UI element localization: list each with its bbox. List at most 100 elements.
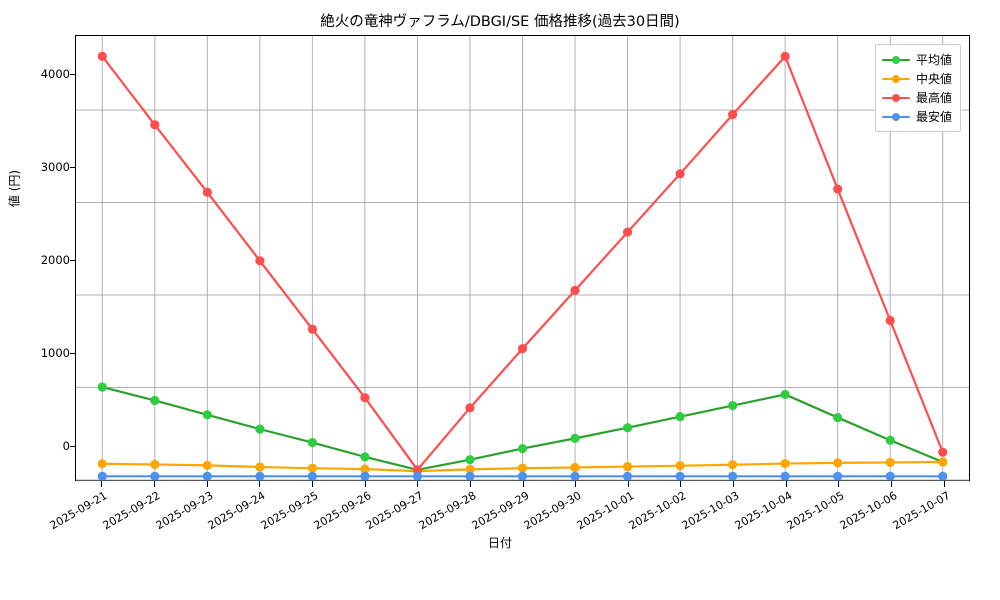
data-point — [97, 382, 107, 392]
x-tick-mark — [311, 481, 313, 487]
y-tick-label: 4000 — [40, 67, 70, 82]
data-point — [360, 452, 370, 462]
data-point — [622, 471, 633, 481]
data-point — [885, 471, 895, 481]
legend-swatch-icon — [881, 72, 910, 86]
data-point — [202, 460, 212, 470]
legend-item-3[interactable]: 最安値 — [881, 107, 952, 126]
x-tick-mark — [785, 481, 787, 487]
x-tick-mark — [259, 481, 261, 487]
data-point — [938, 471, 948, 481]
data-point — [675, 461, 685, 471]
data-point — [622, 462, 633, 472]
data-point — [728, 400, 738, 411]
y-axis-ticks: 0 1000 2000 3000 4000 — [18, 0, 76, 453]
legend-swatch-icon — [881, 53, 910, 67]
legend-label: 最高値 — [915, 91, 952, 105]
x-tick-mark — [680, 481, 682, 487]
data-point — [307, 324, 317, 334]
data-point — [517, 463, 528, 473]
data-point — [412, 465, 423, 475]
x-tick-mark — [627, 481, 629, 487]
data-point — [255, 256, 265, 266]
legend-item-0[interactable]: 平均値 — [881, 50, 952, 69]
y-tick-label: 3000 — [40, 160, 70, 175]
data-point — [412, 471, 423, 481]
data-point — [360, 471, 370, 481]
data-point — [622, 227, 633, 237]
data-point — [360, 393, 370, 403]
data-point — [202, 410, 212, 420]
data-point — [780, 471, 790, 481]
data-point — [938, 447, 948, 457]
data-point — [202, 471, 212, 481]
y-tick-mark — [70, 167, 76, 169]
x-tick-mark — [417, 481, 419, 487]
data-point — [728, 110, 738, 120]
data-point — [255, 424, 265, 434]
data-point — [885, 315, 895, 326]
data-point — [728, 471, 738, 481]
data-point — [150, 459, 160, 470]
y-tick-mark — [70, 446, 76, 447]
legend-item-2[interactable]: 最高値 — [881, 88, 952, 107]
legend: 平均値 中央値最高値最安値 — [874, 44, 961, 132]
data-point — [150, 120, 160, 130]
x-tick-mark — [206, 481, 208, 487]
data-point — [150, 471, 160, 481]
data-point — [885, 457, 895, 468]
data-point — [517, 443, 528, 454]
data-point — [833, 412, 843, 423]
chart-title: 絶火の竜神ヴァフラム/DBGI/SE 価格推移(過去30日間) — [320, 14, 680, 30]
legend-swatch-icon — [881, 91, 910, 105]
y-tick-label: 2000 — [40, 253, 70, 268]
x-tick-mark — [522, 481, 524, 487]
data-point — [885, 435, 895, 445]
x-tick-mark — [101, 481, 103, 487]
x-tick-mark — [575, 481, 577, 487]
legend-item-1[interactable]: 中央値 — [881, 69, 952, 88]
data-point — [255, 462, 265, 472]
x-tick-mark — [153, 481, 155, 487]
y-tick-mark — [70, 353, 76, 355]
data-point — [307, 471, 317, 481]
data-point — [728, 460, 738, 470]
x-tick-mark — [838, 481, 840, 487]
y-tick-mark — [70, 74, 76, 76]
data-point — [675, 471, 685, 481]
data-point — [675, 169, 685, 179]
data-point — [255, 471, 265, 481]
series-lines — [97, 51, 948, 481]
data-point — [833, 471, 843, 481]
legend-label: 最安値 — [915, 110, 952, 124]
data-point — [833, 184, 843, 194]
y-tick-label: 1000 — [40, 346, 70, 361]
x-axis-label: 日付 — [487, 536, 512, 550]
data-point — [97, 459, 107, 469]
data-point — [465, 403, 475, 413]
x-tick-mark — [469, 481, 471, 487]
data-point — [517, 471, 528, 481]
data-point — [360, 464, 370, 474]
data-point — [202, 187, 212, 197]
data-point — [570, 285, 580, 295]
data-point — [833, 458, 843, 468]
data-point — [150, 395, 160, 406]
data-point — [307, 437, 317, 448]
legend-swatch-icon — [881, 110, 910, 124]
data-point — [570, 471, 580, 481]
data-point — [622, 423, 633, 433]
y-tick-label: 0 — [62, 439, 70, 453]
x-tick-mark — [733, 481, 735, 487]
data-point — [465, 464, 475, 474]
data-point — [97, 471, 107, 481]
x-tick-mark — [891, 481, 893, 487]
data-point — [570, 433, 580, 443]
data-point — [307, 463, 317, 473]
data-point — [675, 412, 685, 422]
plot-area: 平均値 中央値最高値最安値 — [75, 35, 970, 481]
data-point — [570, 462, 580, 473]
data-point — [780, 389, 790, 400]
x-tick-mark — [943, 481, 945, 487]
